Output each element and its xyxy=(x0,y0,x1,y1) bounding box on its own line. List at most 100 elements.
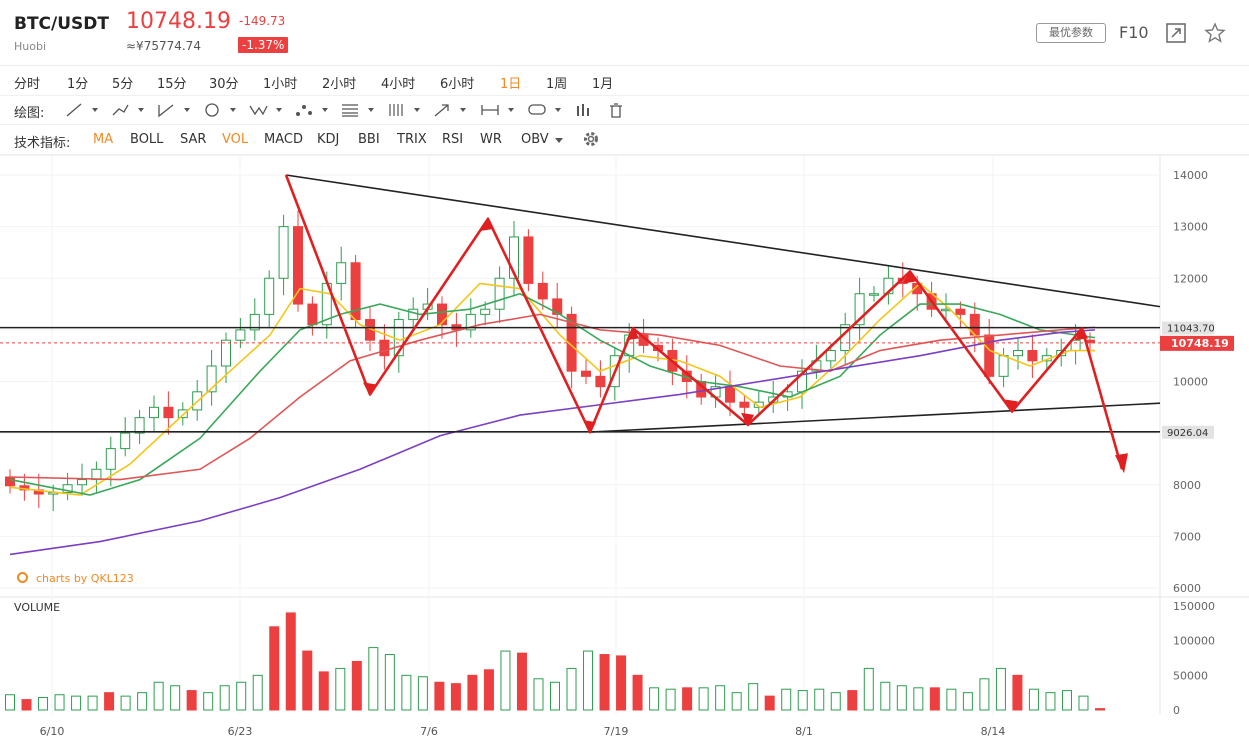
price-tick-label: 8000 xyxy=(1173,479,1201,492)
candle-body xyxy=(77,479,87,486)
indicator-boll[interactable]: BOLL xyxy=(130,132,164,147)
volume-bar xyxy=(764,695,775,711)
volume-bar xyxy=(54,694,65,711)
volume-bar xyxy=(302,650,313,711)
indicator-rsi[interactable]: RSI xyxy=(442,132,464,147)
volume-bar xyxy=(434,681,445,711)
bars-tool-icon[interactable] xyxy=(574,100,610,120)
arrow-tool-icon[interactable] xyxy=(432,100,468,120)
volume-bar xyxy=(632,674,643,711)
indicator-macd[interactable]: MACD xyxy=(264,132,303,147)
volume-bar xyxy=(269,626,280,711)
volume-bar xyxy=(417,676,428,711)
line-tool-icon[interactable] xyxy=(64,100,100,120)
volume-bar xyxy=(1061,690,1072,711)
period-1w[interactable]: 1周 xyxy=(546,77,568,92)
period-6h[interactable]: 6小时 xyxy=(440,77,475,92)
chart-canvas[interactable]: 6/10 6/23 7/6 7/19 8/1 8/14 14000 13000 12000 110… xyxy=(0,155,1249,752)
volume-bar xyxy=(913,687,924,711)
circle-tool-icon[interactable] xyxy=(202,100,238,120)
candle-body xyxy=(62,484,73,493)
candle-body xyxy=(5,476,15,487)
ma20-line xyxy=(9,313,1096,481)
qkl-logo-icon xyxy=(17,572,28,583)
candle-body xyxy=(235,329,246,341)
volume-bar xyxy=(863,667,874,711)
candle-body xyxy=(1070,339,1081,352)
volume-bar xyxy=(104,692,115,711)
candle-body xyxy=(91,468,102,481)
candle-body xyxy=(264,277,275,315)
angle-tool-icon[interactable] xyxy=(156,100,192,120)
favorite-star-icon[interactable] xyxy=(1204,22,1226,44)
price-chart[interactable]: 6/10 6/23 7/6 7/19 8/1 8/14 14000 13000 12000 110… xyxy=(0,155,1249,752)
fib-tool-icon[interactable] xyxy=(340,100,376,120)
trash-icon[interactable] xyxy=(606,100,642,120)
candle-body xyxy=(725,386,735,403)
volume-bar xyxy=(500,650,511,711)
period-1h[interactable]: 1小时 xyxy=(263,77,298,92)
fullscreen-icon[interactable] xyxy=(1166,23,1186,43)
candle-body xyxy=(998,355,1009,377)
brush-tool-icon[interactable] xyxy=(110,100,146,120)
period-4h[interactable]: 4小时 xyxy=(381,77,416,92)
volume-bar xyxy=(137,692,148,711)
optimal-params-button[interactable]: 最优参数 xyxy=(1036,23,1106,43)
volume-bar xyxy=(285,612,296,711)
price-tick-label: 6000 xyxy=(1173,582,1201,595)
indicator-wr[interactable]: WR xyxy=(480,132,502,147)
x-tick-label: 6/23 xyxy=(228,725,253,738)
volume-bar xyxy=(880,681,891,711)
volume-bar xyxy=(120,695,131,711)
candle-body xyxy=(177,409,188,419)
volume-bar xyxy=(516,652,527,711)
x-tick-label: 6/10 xyxy=(40,725,65,738)
candle-body xyxy=(206,365,217,393)
volume-bar xyxy=(1012,674,1023,711)
indicator-bbi[interactable]: BBI xyxy=(358,132,380,147)
candle-body xyxy=(869,293,879,296)
period-30m[interactable]: 30分 xyxy=(209,77,239,92)
volume-bar xyxy=(21,699,32,711)
gear-icon[interactable] xyxy=(582,130,600,148)
obv-dropdown-icon[interactable] xyxy=(555,138,563,143)
breakdown-arrowhead xyxy=(1115,453,1128,474)
comment-tool-icon[interactable] xyxy=(527,100,563,120)
measure-tool-icon[interactable] xyxy=(480,100,516,120)
f10-button[interactable]: F10 xyxy=(1119,23,1149,42)
period-5m[interactable]: 5分 xyxy=(112,77,134,92)
period-1mo[interactable]: 1月 xyxy=(592,77,614,92)
volume-bar xyxy=(186,690,197,711)
indicator-ma[interactable]: MA xyxy=(93,132,114,147)
volume-bar xyxy=(665,688,676,711)
indicator-kdj[interactable]: KDJ xyxy=(317,132,340,147)
indicator-trix[interactable]: TRIX xyxy=(397,132,427,147)
candle-body xyxy=(307,303,318,326)
candle-body xyxy=(552,298,563,315)
volume-label: VOLUME xyxy=(14,601,61,614)
period-timeline[interactable]: 分时 xyxy=(14,77,41,92)
candle-body xyxy=(278,226,289,279)
indicator-obv[interactable]: OBV xyxy=(521,132,549,147)
pattern-tool-icon[interactable] xyxy=(294,100,330,120)
volume-bar xyxy=(203,692,214,711)
ma5-line xyxy=(9,282,1095,496)
period-15m[interactable]: 15分 xyxy=(157,77,187,92)
price-tick-label: 7000 xyxy=(1173,530,1201,543)
change-pct-badge: -1.37% xyxy=(238,37,289,53)
wave-tool-icon[interactable] xyxy=(248,100,284,120)
volume-bar xyxy=(384,654,395,711)
candle-body xyxy=(149,406,159,419)
price-change: -149.73 xyxy=(239,14,286,28)
volume-bar xyxy=(219,685,230,711)
volume-tick-label: 50000 xyxy=(1173,669,1208,682)
period-2h[interactable]: 2小时 xyxy=(322,77,357,92)
period-1m[interactable]: 1分 xyxy=(67,77,89,92)
volume-tick-label: 150000 xyxy=(1173,600,1215,613)
period-1d[interactable]: 1日 xyxy=(500,77,522,92)
indicator-vol[interactable]: VOL xyxy=(222,132,249,147)
indicator-sar[interactable]: SAR xyxy=(180,132,207,147)
channel-tool-icon[interactable] xyxy=(386,100,422,120)
candle-body xyxy=(537,282,548,300)
candle-body xyxy=(221,339,231,367)
